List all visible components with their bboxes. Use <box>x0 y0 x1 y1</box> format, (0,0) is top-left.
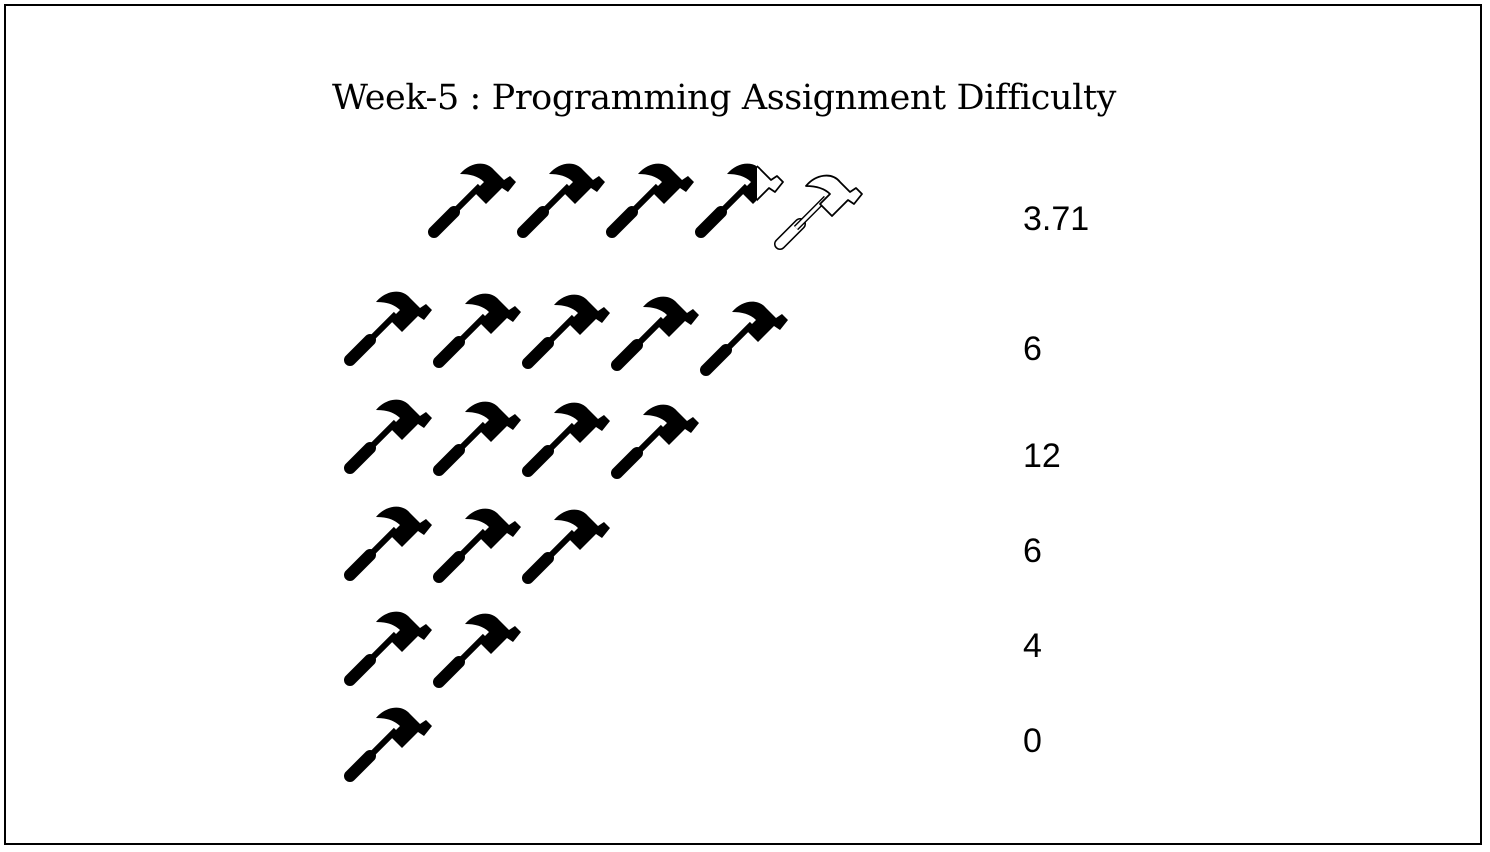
row-value-label: 12 <box>1023 437 1061 475</box>
rows-layer: 3.71 6 12 6 4 0 <box>350 164 1089 776</box>
hammer-icon <box>350 612 432 680</box>
pictograph-row: 4 <box>350 612 1042 682</box>
hammer-icon <box>706 302 788 370</box>
pictograph-row: 6 <box>350 292 1042 370</box>
hammer-icon <box>439 509 521 577</box>
pictograph-row: 0 <box>350 708 1042 776</box>
hammer-outline-icon <box>780 176 862 244</box>
hammer-icon <box>612 164 694 232</box>
row-value-label: 6 <box>1023 330 1042 368</box>
row-value-label: 3.71 <box>1023 200 1089 238</box>
pictograph-row: 3.71 <box>434 164 1089 244</box>
hammer-icon <box>523 164 605 232</box>
hammer-icon <box>350 507 432 575</box>
hammer-icon <box>617 405 699 473</box>
hammer-icon <box>617 297 699 365</box>
row-value-label: 4 <box>1023 627 1042 665</box>
hammer-icon <box>439 614 521 682</box>
hammer-icon <box>439 294 521 362</box>
row-value-label: 6 <box>1023 532 1042 570</box>
hammer-icon <box>439 402 521 470</box>
hammer-icon <box>434 164 516 232</box>
pictograph-row: 6 <box>350 507 1042 578</box>
hammer-partial-icon <box>701 164 783 232</box>
hammer-icon <box>350 708 432 776</box>
pictograph-row: 12 <box>350 400 1061 475</box>
row-value-label: 0 <box>1023 722 1042 760</box>
hammer-icon <box>528 295 610 363</box>
chart-frame <box>4 4 1482 845</box>
hammer-icon <box>350 292 432 360</box>
hammer-icon <box>528 510 610 578</box>
hammer-icon <box>528 403 610 471</box>
hammer-icon <box>350 400 432 468</box>
chart-title: Week-5 : Programming Assignment Difficul… <box>332 78 1116 118</box>
